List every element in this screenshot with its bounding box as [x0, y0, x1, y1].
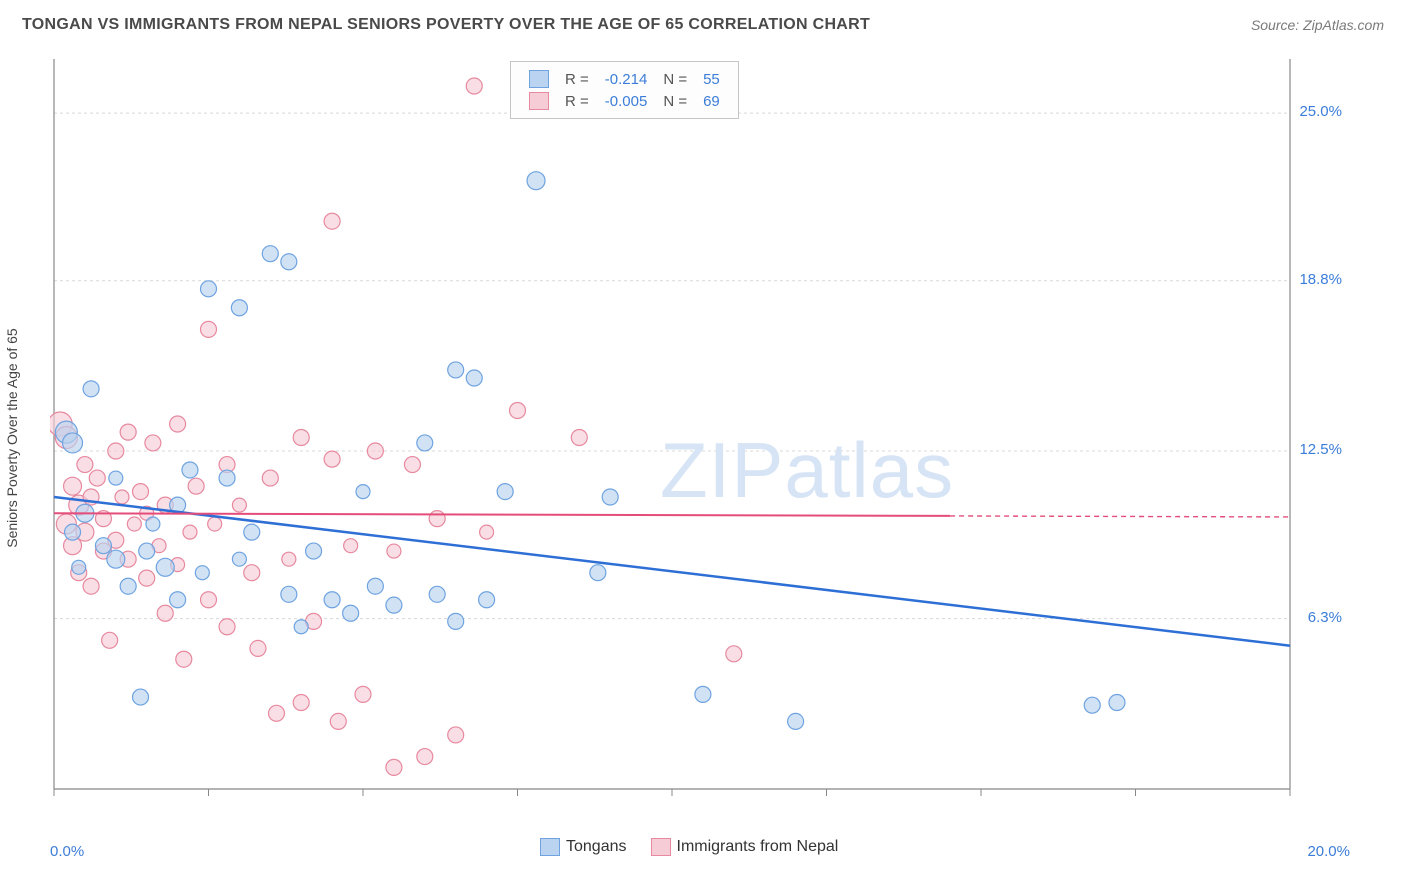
- scatter-plot-svg: [50, 55, 1350, 815]
- x-axis-max-label: 20.0%: [1307, 843, 1350, 860]
- stats-table: R =-0.214N =55R =-0.005N =69: [521, 68, 728, 112]
- legend-item: Immigrants from Nepal: [651, 838, 839, 856]
- y-tick-label: 12.5%: [1299, 441, 1342, 458]
- series-swatch: [529, 70, 549, 88]
- legend-label: Tongans: [566, 838, 627, 855]
- n-value: 55: [695, 68, 728, 90]
- chart-title: TONGAN VS IMMIGRANTS FROM NEPAL SENIORS …: [22, 16, 870, 34]
- n-value: 69: [695, 90, 728, 112]
- correlation-stats-legend: R =-0.214N =55R =-0.005N =69: [510, 61, 739, 119]
- chart-plot-area: ZIPatlas R =-0.214N =55R =-0.005N =69: [50, 55, 1350, 815]
- source-attribution: Source: ZipAtlas.com: [1251, 17, 1384, 33]
- y-axis-label: Seniors Poverty Over the Age of 65: [4, 328, 20, 547]
- stats-row: R =-0.005N =69: [521, 90, 728, 112]
- n-label: N =: [655, 68, 695, 90]
- r-value: -0.005: [597, 90, 656, 112]
- legend-item: Tongans: [540, 838, 627, 856]
- stats-row: R =-0.214N =55: [521, 68, 728, 90]
- r-label: R =: [557, 90, 597, 112]
- series-swatch: [529, 92, 549, 110]
- y-tick-label: 18.8%: [1299, 271, 1342, 288]
- y-tick-label: 25.0%: [1299, 103, 1342, 120]
- series-legend: Tongans Immigrants from Nepal: [540, 838, 838, 856]
- legend-label: Immigrants from Nepal: [677, 838, 839, 855]
- n-label: N =: [655, 90, 695, 112]
- x-axis-min-label: 0.0%: [50, 843, 84, 860]
- r-value: -0.214: [597, 68, 656, 90]
- series-swatch: [651, 838, 671, 856]
- y-tick-label: 6.3%: [1308, 609, 1342, 626]
- r-label: R =: [557, 68, 597, 90]
- series-swatch: [540, 838, 560, 856]
